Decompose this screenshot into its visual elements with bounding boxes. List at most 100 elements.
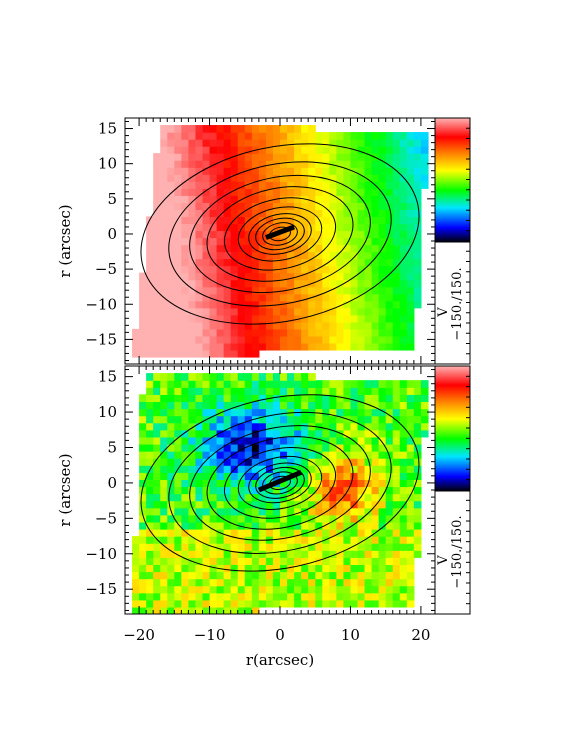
- map-pixel: [230, 181, 239, 189]
- map-pixel: [315, 408, 323, 417]
- map-pixel: [350, 195, 359, 203]
- map-pixel: [329, 557, 337, 565]
- map-pixel: [216, 380, 225, 388]
- map-pixel: [181, 349, 190, 358]
- map-pixel: [420, 415, 429, 424]
- map-pixel: [371, 394, 380, 403]
- map-pixel: [237, 125, 246, 133]
- map-pixel: [188, 321, 197, 330]
- map-pixel: [301, 380, 309, 388]
- map-pixel: [308, 167, 316, 175]
- map-pixel: [188, 167, 197, 175]
- map-pixel: [181, 422, 190, 431]
- map-pixel: [322, 237, 330, 246]
- map-pixel: [343, 132, 352, 140]
- map-pixel: [209, 536, 218, 544]
- top-isophote-contours: [140, 143, 420, 325]
- map-pixel: [308, 436, 316, 445]
- map-pixel: [167, 251, 175, 260]
- map-pixel: [195, 258, 204, 267]
- map-pixel: [322, 328, 330, 337]
- map-pixel: [216, 415, 225, 424]
- map-pixel: [195, 321, 204, 330]
- map-pixel: [371, 521, 380, 530]
- map-pixel: [195, 486, 204, 495]
- map-pixel: [294, 335, 302, 344]
- map-pixel: [223, 125, 232, 133]
- map-pixel: [336, 472, 345, 480]
- map-pixel: [392, 139, 401, 147]
- map-pixel: [343, 181, 352, 189]
- map-pixel: [160, 272, 168, 281]
- map-pixel: [202, 146, 211, 154]
- map-pixel: [413, 429, 422, 438]
- map-pixel: [322, 436, 330, 445]
- map-pixel: [301, 174, 309, 182]
- map-pixel: [287, 188, 295, 196]
- map-pixel: [209, 592, 218, 601]
- map-pixel: [139, 557, 147, 565]
- map-pixel: [301, 202, 309, 210]
- map-pixel: [343, 293, 352, 302]
- map-pixel: [350, 422, 359, 431]
- map-pixel: [413, 507, 422, 516]
- map-pixel: [202, 202, 211, 210]
- map-pixel: [336, 181, 345, 189]
- map-pixel: [167, 592, 175, 601]
- map-pixel: [364, 458, 373, 466]
- map-pixel: [160, 125, 168, 133]
- map-pixel: [167, 307, 175, 316]
- map-pixel: [392, 465, 401, 473]
- map-pixel: [272, 174, 281, 182]
- map-pixel: [350, 472, 359, 480]
- map-pixel: [251, 387, 260, 395]
- map-pixel: [350, 451, 359, 459]
- map-pixel: [209, 265, 218, 274]
- map-pixel: [265, 500, 274, 509]
- map-pixel: [357, 223, 366, 232]
- map-pixel: [301, 181, 309, 189]
- map-pixel: [237, 528, 246, 537]
- map-pixel: [357, 465, 366, 473]
- map-pixel: [343, 146, 352, 154]
- map-pixel: [251, 429, 260, 438]
- map-pixel: [343, 451, 352, 459]
- map-pixel: [139, 415, 147, 424]
- map-pixel: [209, 139, 218, 147]
- map-pixel: [343, 486, 352, 495]
- map-pixel: [139, 507, 147, 516]
- map-pixel: [258, 429, 267, 438]
- map-pixel: [308, 536, 316, 544]
- map-pixel: [195, 422, 204, 431]
- map-pixel: [280, 167, 288, 175]
- map-pixel: [202, 443, 211, 452]
- map-pixel: [357, 202, 366, 210]
- map-pixel: [160, 202, 168, 210]
- map-pixel: [357, 436, 366, 445]
- map-pixel: [378, 514, 387, 523]
- map-pixel: [336, 465, 345, 473]
- map-pixel: [181, 606, 190, 614]
- map-pixel: [146, 564, 154, 573]
- map-pixel: [146, 230, 154, 239]
- map-pixel: [167, 132, 175, 140]
- map-pixel: [336, 167, 345, 175]
- map-pixel: [336, 550, 345, 558]
- map-pixel: [167, 188, 175, 196]
- map-pixel: [230, 132, 239, 140]
- map-pixel: [223, 550, 232, 558]
- map-pixel: [385, 578, 394, 587]
- map-pixel: [181, 507, 190, 516]
- map-pixel: [153, 335, 161, 344]
- map-pixel: [287, 244, 295, 253]
- map-pixel: [392, 244, 401, 253]
- map-pixel: [399, 387, 408, 395]
- map-pixel: [392, 451, 401, 459]
- map-pixel: [357, 321, 366, 330]
- map-pixel: [209, 557, 218, 565]
- map-pixel: [280, 321, 288, 330]
- map-pixel: [364, 408, 373, 417]
- map-pixel: [174, 174, 182, 182]
- map-pixel: [188, 564, 197, 573]
- map-pixel: [301, 422, 309, 431]
